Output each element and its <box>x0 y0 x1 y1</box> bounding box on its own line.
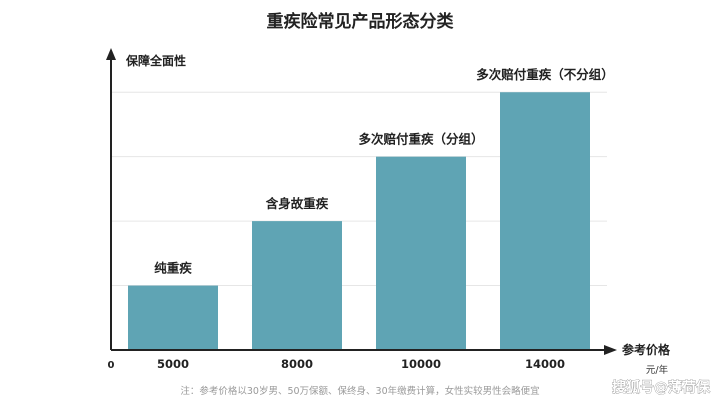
bar-label: 多次赔付重疾（不分组） <box>476 67 614 82</box>
bar <box>500 92 590 350</box>
origin-label: 0 <box>108 360 115 371</box>
bar-label: 多次赔付重疾（分组） <box>358 132 483 147</box>
bar <box>128 285 218 350</box>
x-tick-label: 10000 <box>401 357 441 371</box>
chart-title: 重疾险常见产品形态分类 <box>267 11 455 32</box>
bars: 纯重疾 含身故重疾 多次赔付重疾（分组） 多次赔付重疾（不分组） <box>128 67 614 350</box>
x-axis-unit: 元/年 <box>646 364 669 376</box>
x-axis-label: 参考价格 <box>622 342 671 357</box>
x-axis-arrow <box>604 345 617 355</box>
x-tick-label: 5000 <box>157 357 189 371</box>
watermark: 搜狐号@薄荷保 <box>612 379 711 396</box>
bar <box>376 156 466 350</box>
y-axis-arrow <box>106 48 116 60</box>
footnote: 注：参考价格以30岁男、50万保额、保终身、30年缴费计算，女性实较男性会略便宜 <box>180 385 539 397</box>
bar <box>252 221 342 350</box>
x-tick-label: 8000 <box>281 357 313 371</box>
y-axis-label: 保障全面性 <box>125 53 186 68</box>
bar-label: 纯重疾 <box>154 261 192 276</box>
x-tick-labels: 5000 8000 10000 14000 <box>157 357 565 371</box>
bar-label: 含身故重疾 <box>265 196 329 211</box>
x-tick-label: 14000 <box>525 357 565 371</box>
